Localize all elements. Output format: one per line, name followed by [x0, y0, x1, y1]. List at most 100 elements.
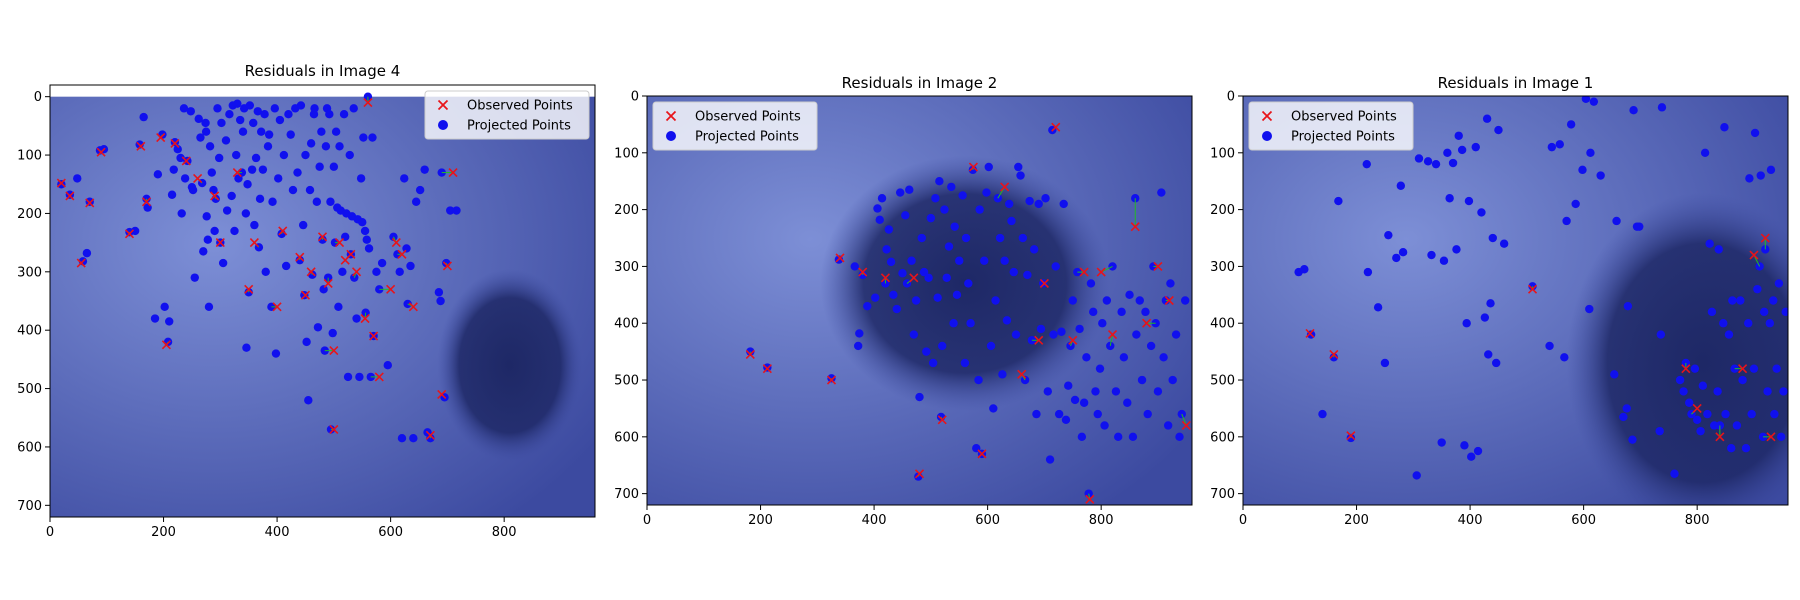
y-tick-label: 600 — [1210, 430, 1235, 445]
observed-point — [329, 346, 339, 356]
observed-point — [156, 132, 166, 143]
projected-point — [397, 433, 407, 443]
projected-point — [1137, 375, 1147, 385]
projected-point — [241, 209, 251, 218]
projected-point — [1655, 426, 1664, 436]
projected-point — [1586, 148, 1595, 158]
panel-image-2: Residuals in Image 2 0 200 400 600 800 0 100 20… — [614, 74, 1193, 528]
x-tick-label: 400 — [862, 513, 887, 528]
projected-point — [901, 211, 910, 220]
projected-point — [1163, 421, 1173, 430]
projected-point — [1000, 256, 1009, 265]
projected-point — [907, 256, 916, 265]
projected-point — [298, 220, 308, 230]
projected-point — [222, 206, 232, 215]
projected-point — [1486, 299, 1495, 308]
projected-point — [974, 375, 983, 385]
projected-point — [1728, 296, 1737, 305]
observed-point — [374, 372, 384, 382]
projected-point — [233, 99, 242, 108]
projected-point — [938, 341, 947, 351]
projected-point — [895, 188, 905, 197]
projected-point — [263, 142, 273, 151]
projected-point — [1300, 265, 1309, 274]
projected-point — [1727, 443, 1736, 453]
projected-point — [1423, 157, 1433, 166]
observed-point — [215, 238, 225, 248]
projected-point — [217, 118, 226, 128]
projected-point — [1779, 387, 1788, 396]
projected-point — [173, 145, 182, 154]
projected-point — [1045, 455, 1055, 464]
observed-point — [914, 469, 925, 479]
panel-title: Residuals in Image 2 — [842, 74, 998, 92]
projected-point — [339, 109, 349, 119]
observed-point — [1715, 432, 1725, 442]
projected-point — [1724, 330, 1734, 339]
y-tick-label: 200 — [17, 207, 42, 222]
projected-point — [1153, 387, 1163, 396]
projected-point — [139, 112, 148, 122]
projected-point — [406, 261, 415, 271]
observed-point — [244, 284, 254, 294]
projected-point — [1004, 199, 1014, 209]
projected-point — [1623, 301, 1633, 311]
projected-point — [188, 185, 198, 195]
projected-point — [253, 107, 262, 116]
projected-point — [205, 142, 215, 151]
observed-point — [1085, 494, 1095, 504]
projected-point — [230, 226, 239, 236]
projected-point — [362, 235, 371, 244]
projected-point — [1566, 120, 1576, 129]
legend: Observed Points Projected Points — [652, 101, 818, 151]
legend-observed-label: Observed Points — [1291, 110, 1397, 125]
observed-point — [977, 449, 987, 459]
x-tick-label: 800 — [1685, 513, 1710, 528]
x-tick-label: 600 — [1571, 513, 1596, 528]
projected-point — [73, 174, 82, 183]
projected-point — [411, 197, 421, 206]
projected-point — [1736, 296, 1745, 305]
projected-point — [949, 319, 958, 328]
projected-point — [1141, 307, 1150, 317]
projected-point — [1713, 387, 1722, 396]
projected-point — [281, 261, 291, 271]
projected-point — [176, 153, 185, 163]
observed-point — [65, 191, 75, 201]
projected-point — [1175, 432, 1184, 442]
observed-point — [278, 226, 288, 236]
projected-point — [1528, 282, 1537, 291]
projected-point — [955, 256, 964, 265]
observed-point — [448, 168, 458, 178]
observed-point — [1034, 335, 1044, 345]
projected-point — [1581, 96, 1591, 104]
y-tick-label: 600 — [17, 440, 42, 455]
y-tick-label: 500 — [1210, 374, 1235, 389]
projected-point — [436, 296, 445, 306]
x-tick-label: 800 — [492, 525, 517, 540]
y-tick-label: 700 — [1210, 487, 1235, 502]
projected-point — [1770, 409, 1779, 419]
observed-point — [391, 238, 401, 248]
projected-point — [409, 433, 418, 443]
y-tick-label: 700 — [17, 499, 42, 514]
projected-point — [320, 346, 329, 355]
observed-point — [76, 258, 86, 268]
y-tick-label: 400 — [17, 324, 42, 339]
projected-point — [1622, 404, 1631, 413]
projected-point — [952, 290, 962, 300]
projected-point — [402, 244, 411, 253]
projected-point — [1467, 452, 1476, 461]
y-tick-label: 300 — [1210, 260, 1235, 275]
projected-point — [1025, 196, 1034, 206]
observed-point — [136, 141, 146, 151]
projected-point — [1123, 398, 1132, 407]
projected-point — [238, 127, 248, 136]
projected-point — [1679, 387, 1688, 396]
y-tick-label: 600 — [614, 430, 639, 445]
projected-point — [331, 127, 341, 136]
observed-point — [858, 267, 868, 277]
projected-point — [966, 319, 975, 328]
projected-point — [349, 104, 358, 113]
projected-point — [1135, 296, 1144, 305]
